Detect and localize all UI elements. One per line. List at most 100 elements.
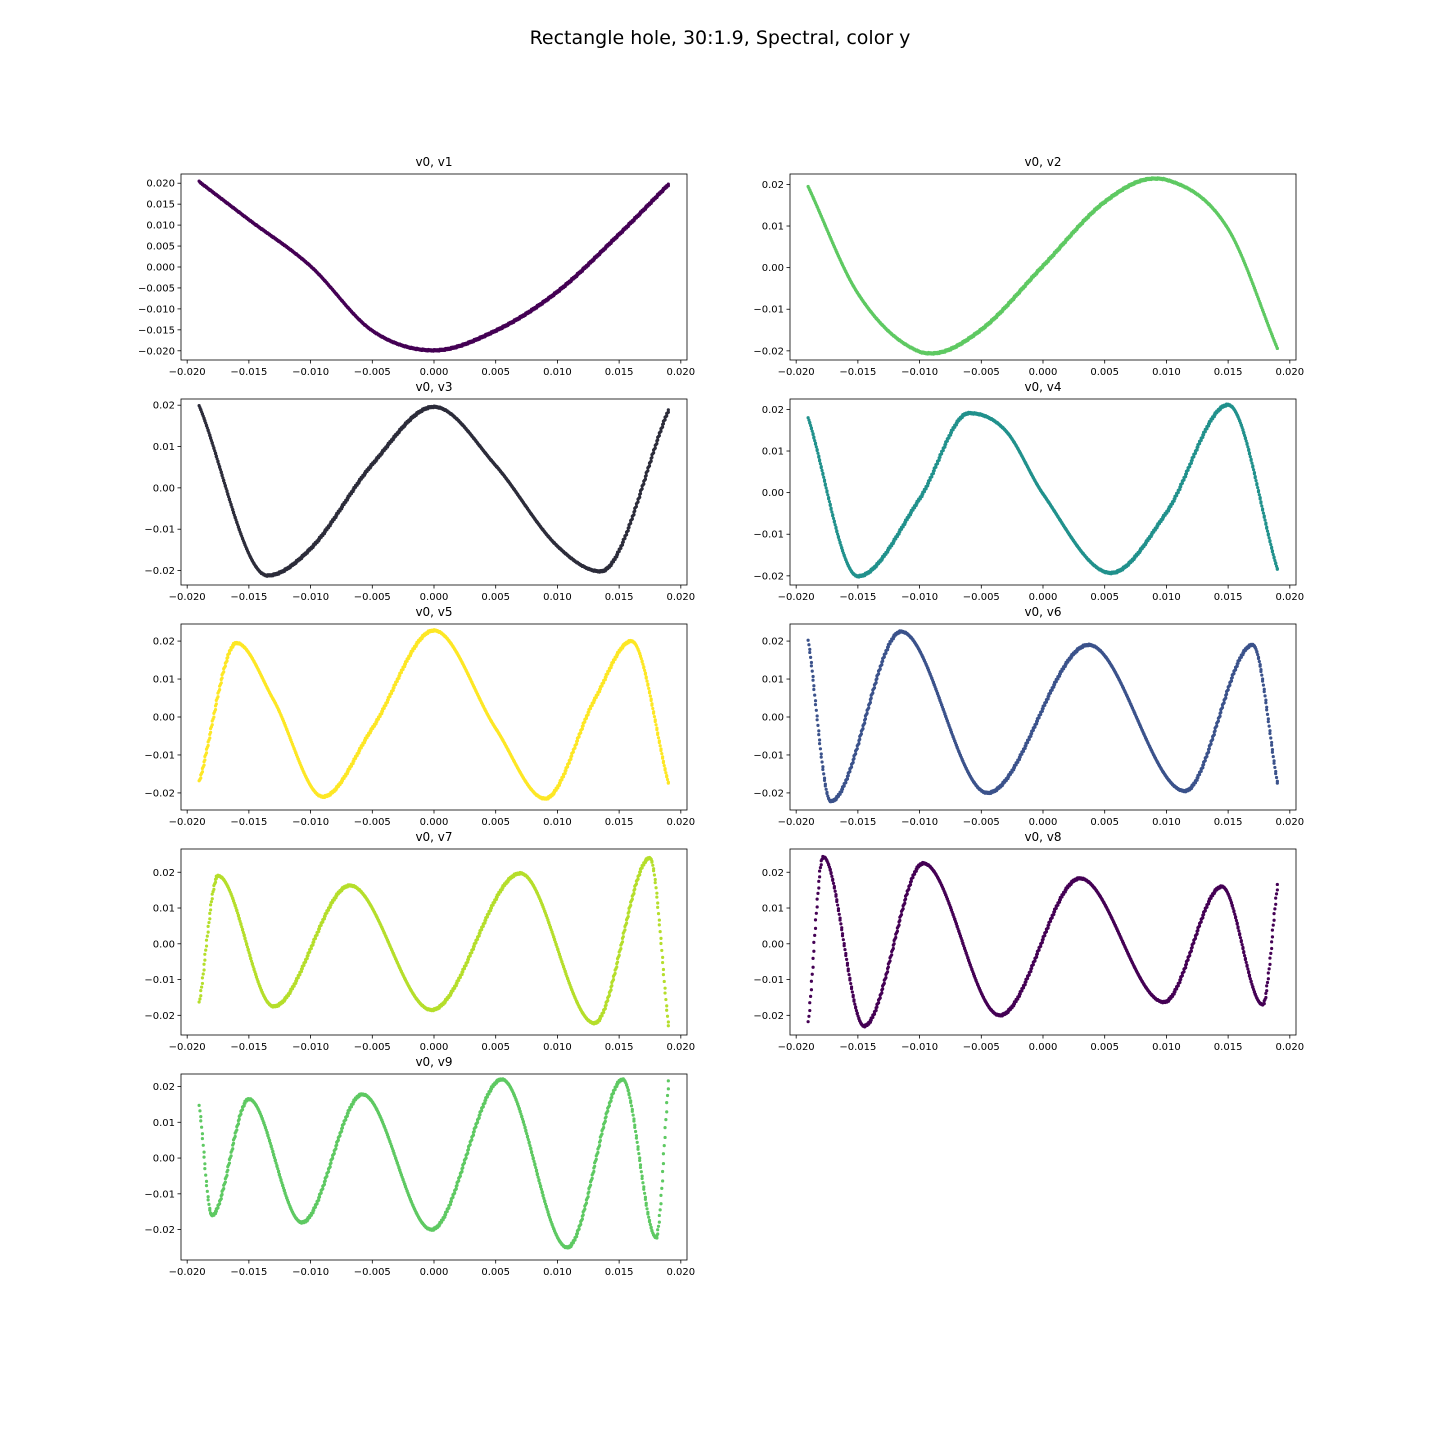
scatter-point (663, 768, 667, 772)
scatter-point (664, 771, 668, 775)
scatter-point (655, 728, 659, 732)
y-tick-label: −0.02 (144, 566, 175, 577)
y-tick-label: −0.015 (138, 325, 175, 336)
scatter-point (855, 747, 859, 751)
x-tick-label: −0.005 (354, 817, 391, 828)
scatter-point (817, 733, 821, 737)
y-tick-label: 0.00 (762, 263, 784, 274)
y-tick-label: 0.010 (146, 221, 175, 232)
scatter-point (640, 487, 644, 491)
scatter-point (814, 708, 818, 712)
scatter-point (871, 691, 875, 695)
scatter-point (216, 695, 220, 699)
scatter-point (818, 738, 822, 742)
x-tick-label: −0.020 (778, 592, 815, 603)
y-tick-label: −0.02 (144, 788, 175, 799)
scatter-point (642, 482, 646, 486)
scatter-point (206, 743, 210, 748)
scatter-point (658, 744, 662, 748)
scatter-point (816, 723, 820, 727)
scatter-point (1256, 490, 1261, 494)
scatter-point (814, 445, 818, 449)
x-tick-label: 0.015 (605, 367, 634, 378)
scatter-point (812, 684, 816, 688)
scatter-point (218, 688, 222, 692)
scatter-point (815, 718, 819, 722)
x-tick-label: 0.020 (667, 817, 696, 828)
y-tick-label: −0.010 (138, 304, 175, 315)
scatter-point (823, 483, 827, 487)
scatter-point (650, 455, 654, 460)
scatter-point (1257, 493, 1261, 497)
x-tick-label: 0.010 (543, 367, 572, 378)
scatter-point (861, 727, 865, 731)
x-tick-label: 0.020 (1276, 592, 1305, 603)
y-tick-label: −0.02 (753, 571, 784, 582)
scatter-point (869, 696, 873, 700)
scatter-point (1253, 476, 1257, 480)
scatter-point (817, 459, 822, 463)
scatter-point (818, 462, 823, 466)
scatter-point (212, 715, 216, 719)
scatter-point (647, 686, 651, 690)
scatter-point (199, 776, 203, 780)
scatter-point (863, 717, 868, 721)
y-tick-label: 0.01 (762, 222, 784, 233)
scatter-point (666, 182, 670, 186)
scatter-points (197, 404, 670, 578)
scatter-point (1261, 511, 1266, 515)
y-tick-label: −0.01 (753, 530, 784, 541)
scatter-point (654, 723, 658, 727)
scatter-point (819, 466, 823, 470)
y-tick-label: 0.01 (153, 442, 175, 453)
y-tick-label: 0.02 (153, 401, 175, 412)
scatter-point (666, 408, 670, 412)
scatter-point (819, 755, 823, 759)
y-tick-label: −0.02 (753, 346, 784, 357)
scatter-point (647, 691, 652, 695)
scatter-points (806, 629, 1279, 804)
x-tick-label: 0.005 (1090, 367, 1119, 378)
scatter-point (656, 732, 660, 737)
x-tick-label: −0.015 (230, 367, 267, 378)
scatter-point (809, 660, 814, 665)
scatter-point (665, 777, 670, 782)
scatter-point (204, 751, 209, 755)
subplot-title: v0, v4 (1024, 380, 1061, 394)
x-tick-label: −0.020 (169, 817, 206, 828)
scatter-point (1275, 346, 1279, 351)
scatter-point (651, 706, 655, 711)
scatter-point (813, 699, 818, 703)
x-tick-label: −0.010 (901, 592, 938, 603)
x-tick-label: −0.010 (292, 817, 329, 828)
scatter-point (822, 772, 826, 776)
x-tick-label: −0.005 (354, 592, 391, 603)
x-tick-label: −0.015 (839, 367, 876, 378)
scatter-point (820, 760, 824, 764)
scatter-point (808, 647, 812, 652)
scatter-point (826, 493, 830, 497)
scatter-point (1270, 546, 1274, 550)
scatter-point (645, 679, 649, 683)
y-tick-label: 0.01 (762, 447, 784, 458)
x-tick-label: 0.005 (481, 592, 510, 603)
x-tick-label: 0.000 (420, 367, 449, 378)
y-tick-label: −0.01 (753, 305, 784, 316)
scatter-point (1275, 567, 1279, 571)
scatter-point (646, 683, 650, 687)
scatter-point (651, 711, 656, 715)
y-tick-label: 0.000 (146, 263, 175, 274)
y-tick-label: 0.00 (153, 713, 175, 724)
scatter-point (816, 451, 820, 455)
x-tick-label: 0.015 (605, 817, 634, 828)
scatter-point (1248, 455, 1252, 459)
scatter-point (649, 459, 653, 463)
scatter-point (222, 670, 226, 674)
y-tick-label: 0.02 (153, 637, 175, 648)
scatter-point (813, 703, 818, 707)
scatter-point (210, 723, 214, 727)
x-tick-label: −0.010 (901, 367, 938, 378)
scatter-point (1259, 501, 1263, 505)
scatter-point (852, 757, 856, 761)
